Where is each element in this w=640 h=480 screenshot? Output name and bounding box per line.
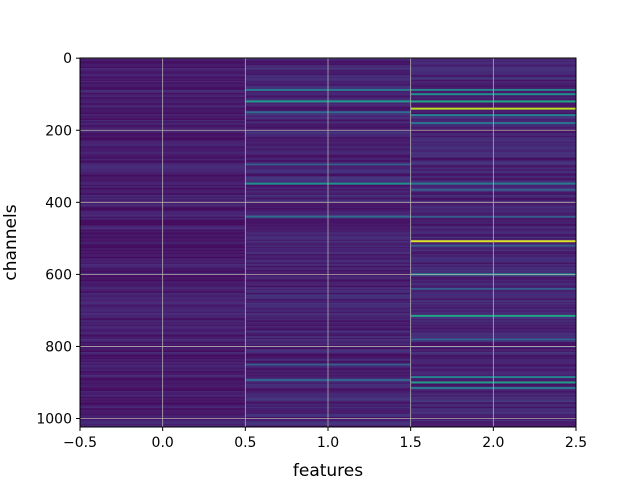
- x-axis: −0.5 0.0 0.5 1.0 1.5 2.0 2.5: [63, 427, 587, 451]
- x-tick-label: −0.5: [63, 435, 97, 451]
- y-tick-label: 600: [45, 267, 72, 283]
- y-tick-label: 200: [45, 123, 72, 139]
- x-tick-label: 2.5: [565, 435, 587, 451]
- y-tick-label: 0: [63, 51, 72, 67]
- y-tick-label: 400: [45, 195, 72, 211]
- x-tick-label: 1.5: [400, 435, 422, 451]
- x-tick-label: 1.0: [317, 435, 339, 451]
- y-axis: 0 200 400 600 800 1000: [36, 51, 80, 428]
- y-axis-label: channels: [1, 204, 21, 280]
- x-tick-label: 2.0: [482, 435, 504, 451]
- y-tick-label: 800: [45, 339, 72, 355]
- x-axis-label: features: [293, 461, 363, 480]
- y-tick-label: 1000: [36, 412, 72, 428]
- plot-area: [79, 57, 577, 428]
- x-tick-label: 0.0: [152, 435, 174, 451]
- x-tick-label: 0.5: [234, 435, 256, 451]
